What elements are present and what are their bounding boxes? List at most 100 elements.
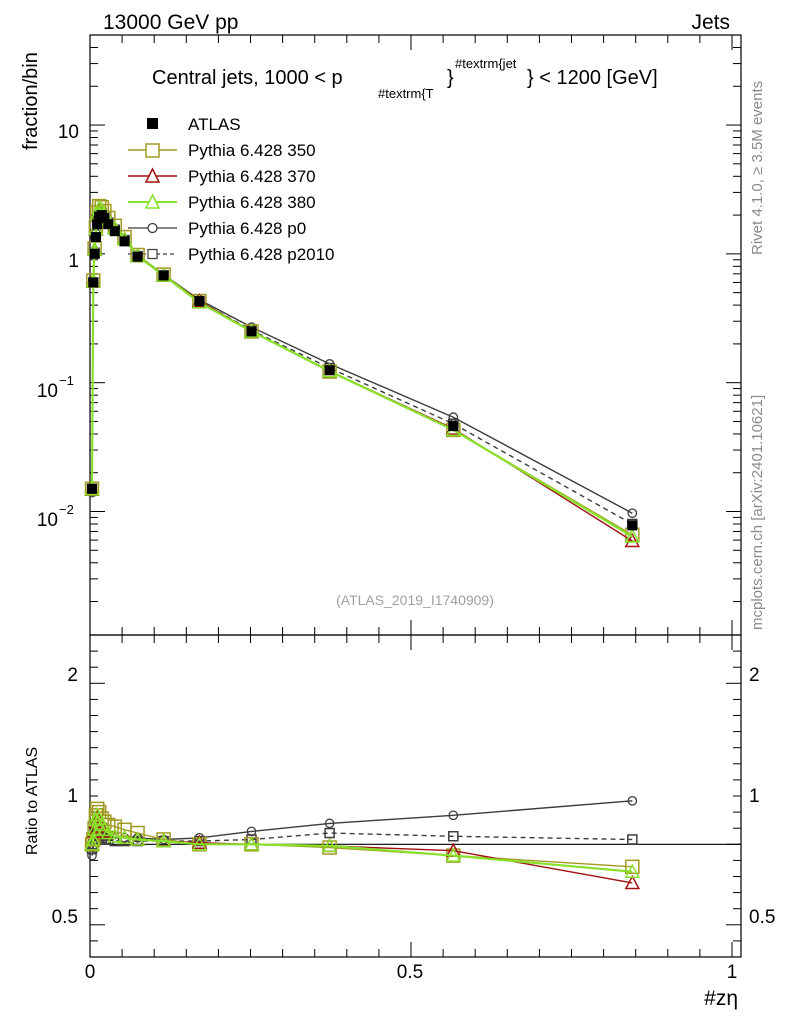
header-right-label: Jets xyxy=(691,11,730,34)
ratio-pythia-6-428-p0-marker-15 xyxy=(324,818,335,829)
ratio-pythia-6-428-380-marker-0 xyxy=(84,836,100,851)
ratio-pythia-6-428-380-marker-16 xyxy=(445,847,462,862)
main-series-group xyxy=(84,198,641,548)
ratio-series-group xyxy=(84,795,741,890)
main-atlas-marker-8 xyxy=(103,219,114,230)
legend-marker-380 xyxy=(144,193,161,209)
main-atlas-marker-15 xyxy=(324,365,335,376)
main-pythia-6-428-380-marker-17 xyxy=(624,528,641,543)
main-atlas-marker-10 xyxy=(119,236,130,247)
xtick-label-1: 1 xyxy=(727,962,738,983)
ratio-pythia-6-428-p2010-marker-17 xyxy=(627,834,638,845)
legend-item-370: Pythia 6.428 370 xyxy=(128,167,316,186)
xtick-label-0p5: 0.5 xyxy=(397,962,423,983)
ratio-pythia-6-428-370-marker-17 xyxy=(624,874,641,890)
ratio-pythia-6-428-p0-marker-17 xyxy=(627,795,638,806)
ratio-ytick-label-1-right: 1 xyxy=(749,786,760,807)
ratio-ytick-label-2-right: 2 xyxy=(749,665,760,686)
legend-label-370: Pythia 6.428 370 xyxy=(188,167,316,186)
ratio-pythia-6-428-p0-marker-14 xyxy=(246,826,257,837)
legend-marker-atlas xyxy=(147,118,158,129)
ratio-series-pythia-6-428-380 xyxy=(84,807,641,878)
x-axis-label: #zη xyxy=(704,987,738,1010)
main-ylabel: fraction/bin xyxy=(20,52,42,150)
ratio-pythia-6-428-380-marker-9 xyxy=(107,828,123,843)
ratio-axis-ticks xyxy=(89,634,741,958)
legend-label-p2010: Pythia 6.428 p2010 xyxy=(188,245,335,264)
main-atlas-marker-12 xyxy=(158,270,169,281)
ratio-pythia-6-428-380-marker-1 xyxy=(85,831,102,846)
legend-item-350: Pythia 6.428 350 xyxy=(128,141,316,160)
main-title-text: Central jets, 1000 < p xyxy=(152,67,343,89)
ratio-ytick-label-0p5-right: 0.5 xyxy=(749,907,775,928)
ytick-exp-0p01: −2 xyxy=(59,502,74,517)
ytick-label-0p01: 10 xyxy=(37,510,58,531)
main-atlas-marker-7 xyxy=(99,212,110,223)
main-atlas-marker-1 xyxy=(88,277,99,288)
legend: ATLAS Pythia 6.428 350 Pythia 6.428 370 … xyxy=(128,115,335,264)
ratio-pythia-6-428-380-marker-3 xyxy=(88,812,104,827)
main-title-end: } < 1200 [GeV] xyxy=(527,67,658,89)
main-title-subscript: #textrm{T xyxy=(378,86,434,101)
ratio-pythia-6-428-380-marker-2 xyxy=(86,821,103,837)
main-title-brace: } xyxy=(447,67,454,89)
ratio-pythia-6-428-380-marker-13 xyxy=(191,836,208,851)
rivet-version-label: Rivet 4.1.0, ≥ 3.5M events xyxy=(749,81,766,255)
ratio-pythia-6-428-p0-marker-16 xyxy=(448,810,459,821)
main-atlas-marker-0 xyxy=(87,483,97,494)
mcplots-reference-label: mcplots.cern.ch [arXiv:2401.10621] xyxy=(749,395,766,630)
ratio-ytick-label-2: 2 xyxy=(67,665,78,686)
main-title-superscript: #textrm{jet xyxy=(455,56,517,71)
main-atlas-marker-2 xyxy=(89,248,100,259)
ytick-label-10: 10 xyxy=(58,122,79,143)
ratio-pythia-6-428-380-marker-11 xyxy=(129,831,146,846)
ytick-exp-0p1: −1 xyxy=(59,373,74,388)
main-pythia-6-428-370-marker-17 xyxy=(624,532,641,548)
main-atlas-marker-14 xyxy=(246,326,257,337)
legend-label-350: Pythia 6.428 350 xyxy=(188,141,316,160)
legend-marker-370 xyxy=(144,167,161,183)
ratio-pythia-6-428-p2010-marker-16 xyxy=(448,831,459,842)
legend-item-p0: Pythia 6.428 p0 xyxy=(128,219,306,238)
legend-marker-p2010 xyxy=(147,248,158,260)
ratio-pythia-6-428-380-marker-10 xyxy=(116,829,133,845)
legend-label-380: Pythia 6.428 380 xyxy=(188,193,316,212)
main-axis-ticks xyxy=(89,34,741,635)
ratio-ylabel: Ratio to ATLAS xyxy=(24,747,41,855)
ytick-label-0p1: 10 xyxy=(37,381,58,402)
legend-item-atlas: ATLAS xyxy=(147,115,241,134)
ratio-pythia-6-428-380-marker-12 xyxy=(155,833,172,848)
legend-item-380: Pythia 6.428 380 xyxy=(128,193,316,212)
ratio-pythia-6-428-350-marker-17 xyxy=(625,859,640,875)
ratio-pythia-6-428-380-marker-7 xyxy=(96,821,113,837)
main-atlas-marker-17 xyxy=(627,520,638,531)
ratio-pythia-6-428-380-marker-14 xyxy=(243,836,260,851)
ratio-pythia-6-428-380-marker-8 xyxy=(100,824,117,840)
ratio-pythia-6-428-380-marker-17 xyxy=(624,863,641,878)
ratio-pythia-6-428-380-marker-15 xyxy=(321,837,338,853)
legend-marker-p0 xyxy=(147,222,158,234)
ratio-pythia-6-428-p2010-marker-15 xyxy=(324,827,335,839)
ratio-pythia-6-428-350-marker-15 xyxy=(322,840,337,855)
main-atlas-marker-3 xyxy=(90,232,101,243)
main-atlas-marker-9 xyxy=(109,226,120,237)
ratio-ytick-label-0p5: 0.5 xyxy=(52,907,78,928)
xtick-label-0: 0 xyxy=(85,962,96,983)
ratio-pythia-6-428-370-marker-13 xyxy=(191,834,208,849)
main-atlas-marker-11 xyxy=(132,251,143,262)
ytick-label-1: 1 xyxy=(68,251,79,272)
legend-label-p0: Pythia 6.428 p0 xyxy=(188,219,306,238)
legend-label-atlas: ATLAS xyxy=(188,115,241,134)
main-pythia-6-428-p0-marker-17 xyxy=(627,508,638,519)
main-series-atlas xyxy=(87,210,638,531)
main-atlas-marker-16 xyxy=(448,421,459,432)
header-left-label: 13000 GeV pp xyxy=(103,11,238,34)
main-atlas-marker-13 xyxy=(194,296,205,307)
analysis-watermark: (ATLAS_2019_I1740909) xyxy=(336,592,494,608)
main-title: Central jets, 1000 < p xyxy=(152,67,343,89)
ratio-ytick-label-1: 1 xyxy=(67,786,78,807)
legend-marker-350 xyxy=(145,143,160,158)
main-atlas-marker-4 xyxy=(92,219,103,230)
